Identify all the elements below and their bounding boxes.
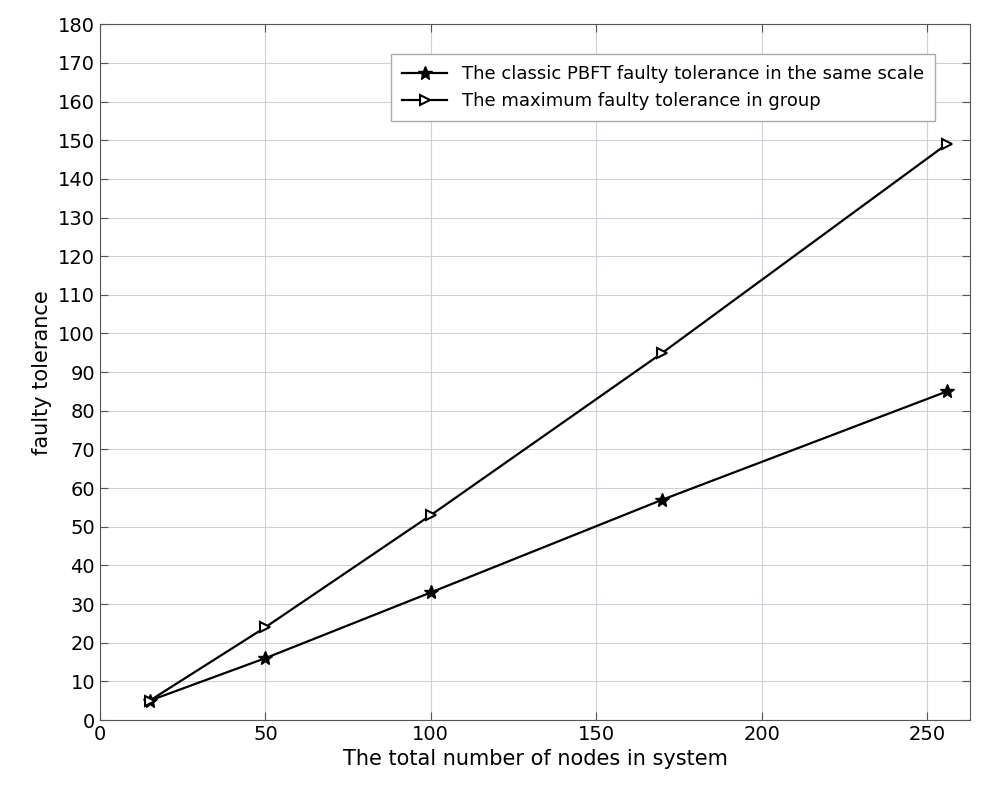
Legend: The classic PBFT faulty tolerance in the same scale, The maximum faulty toleranc: The classic PBFT faulty tolerance in the… xyxy=(391,54,935,121)
The classic PBFT faulty tolerance in the same scale xyxy=(259,654,271,663)
The classic PBFT faulty tolerance in the same scale xyxy=(941,387,953,396)
The classic PBFT faulty tolerance in the same scale xyxy=(656,495,668,505)
The classic PBFT faulty tolerance in the same scale xyxy=(425,587,437,597)
The maximum faulty tolerance in group xyxy=(259,622,271,632)
The maximum faulty tolerance in group xyxy=(144,696,156,705)
Y-axis label: faulty tolerance: faulty tolerance xyxy=(32,290,52,455)
The classic PBFT faulty tolerance in the same scale xyxy=(144,696,156,705)
The maximum faulty tolerance in group xyxy=(425,510,437,520)
X-axis label: The total number of nodes in system: The total number of nodes in system xyxy=(343,749,727,769)
The maximum faulty tolerance in group xyxy=(656,348,668,358)
The maximum faulty tolerance in group xyxy=(941,139,953,149)
Line: The classic PBFT faulty tolerance in the same scale: The classic PBFT faulty tolerance in the… xyxy=(143,384,954,708)
Line: The maximum faulty tolerance in group: The maximum faulty tolerance in group xyxy=(145,139,952,705)
